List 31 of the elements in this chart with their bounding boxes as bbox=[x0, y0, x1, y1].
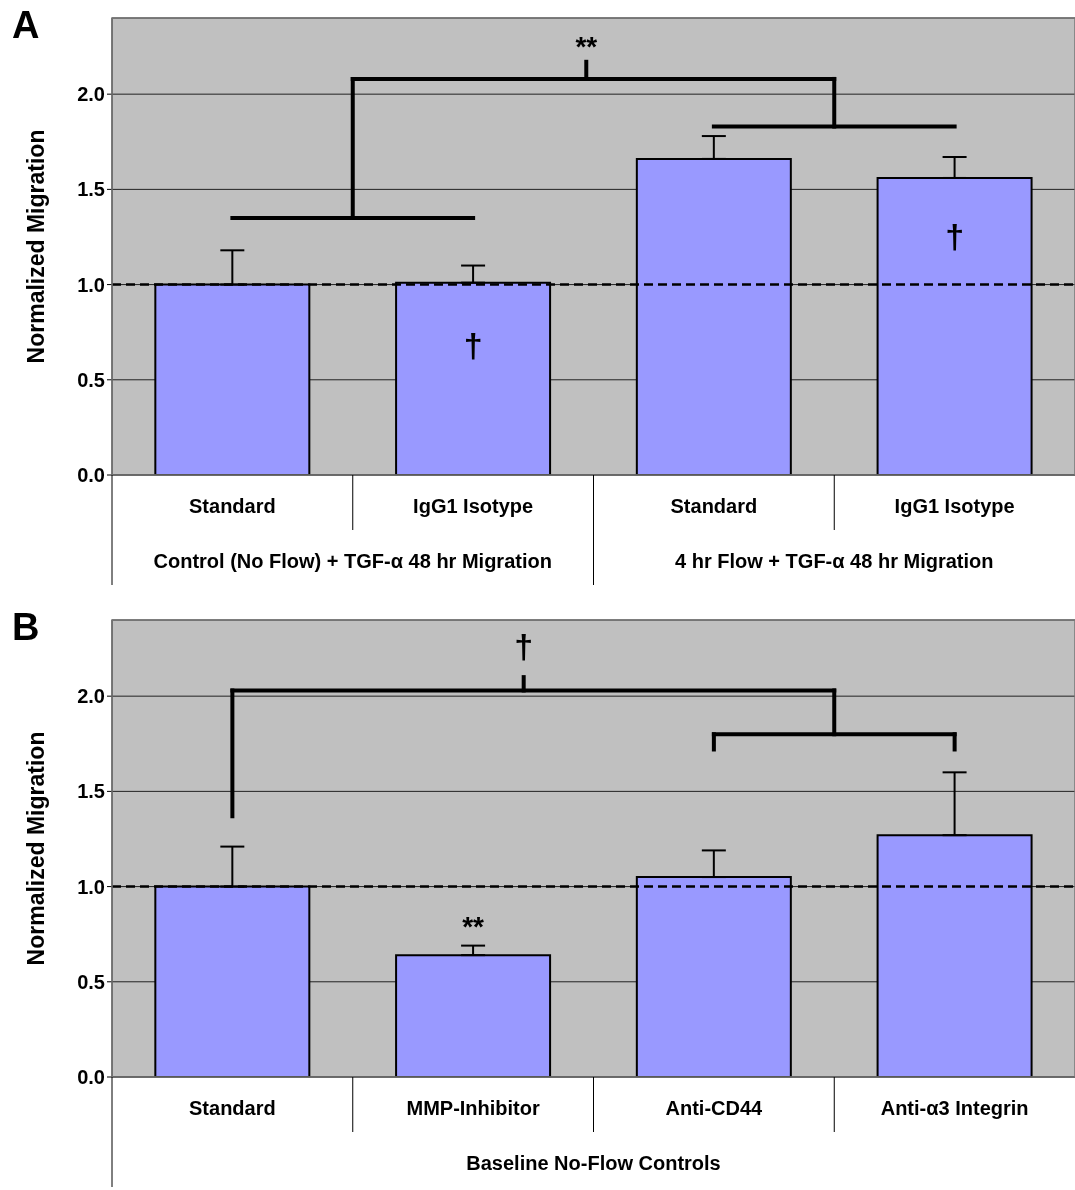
x-tick-label: Anti-CD44 bbox=[665, 1097, 764, 1119]
x-tick-label: IgG1 Isotype bbox=[894, 495, 1015, 517]
x-tick-label: IgG1 Isotype bbox=[413, 495, 534, 517]
text: 4 hr Flow + TGF-α 48 hr Migration bbox=[675, 550, 994, 572]
y-tick-label: 1.0 bbox=[77, 875, 105, 898]
x-tick-label: MMP-Inhibitor bbox=[406, 1097, 540, 1119]
annotation: † bbox=[463, 325, 483, 364]
x-tick-label: Standard bbox=[189, 495, 276, 517]
y-tick-label: 1.5 bbox=[77, 178, 105, 201]
y-tick-label: 0.5 bbox=[77, 368, 105, 391]
annotation: † bbox=[945, 217, 965, 256]
y-tick-label: 2.0 bbox=[77, 685, 105, 708]
text: Control (No Flow) + TGF-α 48 hr Migration bbox=[153, 550, 552, 572]
x-tick-label: Standard bbox=[670, 495, 758, 517]
chart-title: B bbox=[12, 606, 40, 648]
annotation: † bbox=[514, 627, 534, 666]
x-tick-label: Anti-α3 Integrin bbox=[880, 1097, 1029, 1119]
bar bbox=[395, 954, 552, 1077]
annotation: ** bbox=[575, 31, 598, 63]
y-tick-label: 1.5 bbox=[77, 780, 105, 803]
y-tick-label: 0.5 bbox=[77, 970, 105, 993]
x-axis-title: Baseline No-Flow Controls bbox=[466, 1152, 721, 1174]
y-tick-label: 0.0 bbox=[77, 1066, 105, 1089]
y-tick-label: 0.0 bbox=[77, 464, 105, 487]
y-tick-label: 1.0 bbox=[77, 273, 105, 296]
chart-title: A bbox=[12, 4, 40, 46]
x-tick-label: Standard bbox=[189, 1097, 276, 1119]
annotation: ** bbox=[462, 911, 485, 943]
y-axis-title: Normalized Migration bbox=[23, 129, 50, 364]
y-tick-label: 2.0 bbox=[77, 83, 105, 106]
y-axis-title: Normalized Migration bbox=[23, 731, 50, 966]
